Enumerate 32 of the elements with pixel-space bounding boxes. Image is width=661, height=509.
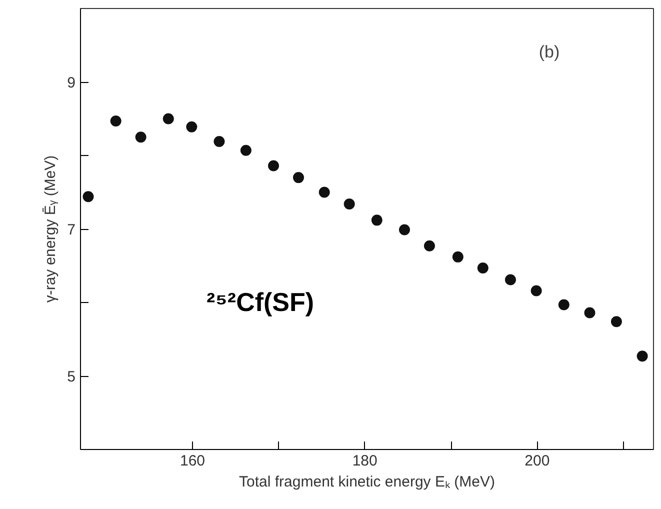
point xyxy=(504,274,516,286)
point xyxy=(135,132,146,143)
point xyxy=(530,285,542,296)
annotation: ²⁵²Cf(SF) xyxy=(206,287,314,318)
point xyxy=(424,240,435,252)
y-tick-label: 7 xyxy=(67,222,76,238)
point xyxy=(162,113,174,124)
point xyxy=(240,144,252,156)
point xyxy=(584,307,596,318)
point xyxy=(610,316,622,328)
point xyxy=(110,115,122,126)
point xyxy=(293,172,304,184)
point xyxy=(82,191,94,202)
x-axis-title: Total fragment kinetic energy Eₖ (MeV) xyxy=(239,474,495,490)
point xyxy=(214,136,225,148)
y-tick-label: 9 xyxy=(67,74,76,92)
x-tick-label: 200 xyxy=(524,452,550,470)
point xyxy=(398,224,410,236)
point xyxy=(344,198,355,210)
point xyxy=(452,251,464,262)
y-axis-title: γ-ray energy Ēᵧ (MeV) xyxy=(42,155,60,303)
point xyxy=(268,160,280,172)
point xyxy=(477,262,488,274)
x-tick-label: 160 xyxy=(180,452,206,470)
annotation: (b) xyxy=(538,42,560,62)
point xyxy=(186,121,198,132)
point xyxy=(318,186,330,198)
x-tick-label: 180 xyxy=(352,452,378,470)
point xyxy=(636,350,648,362)
point xyxy=(371,214,382,226)
y-tick-label: 5 xyxy=(67,368,76,386)
point xyxy=(558,299,570,310)
